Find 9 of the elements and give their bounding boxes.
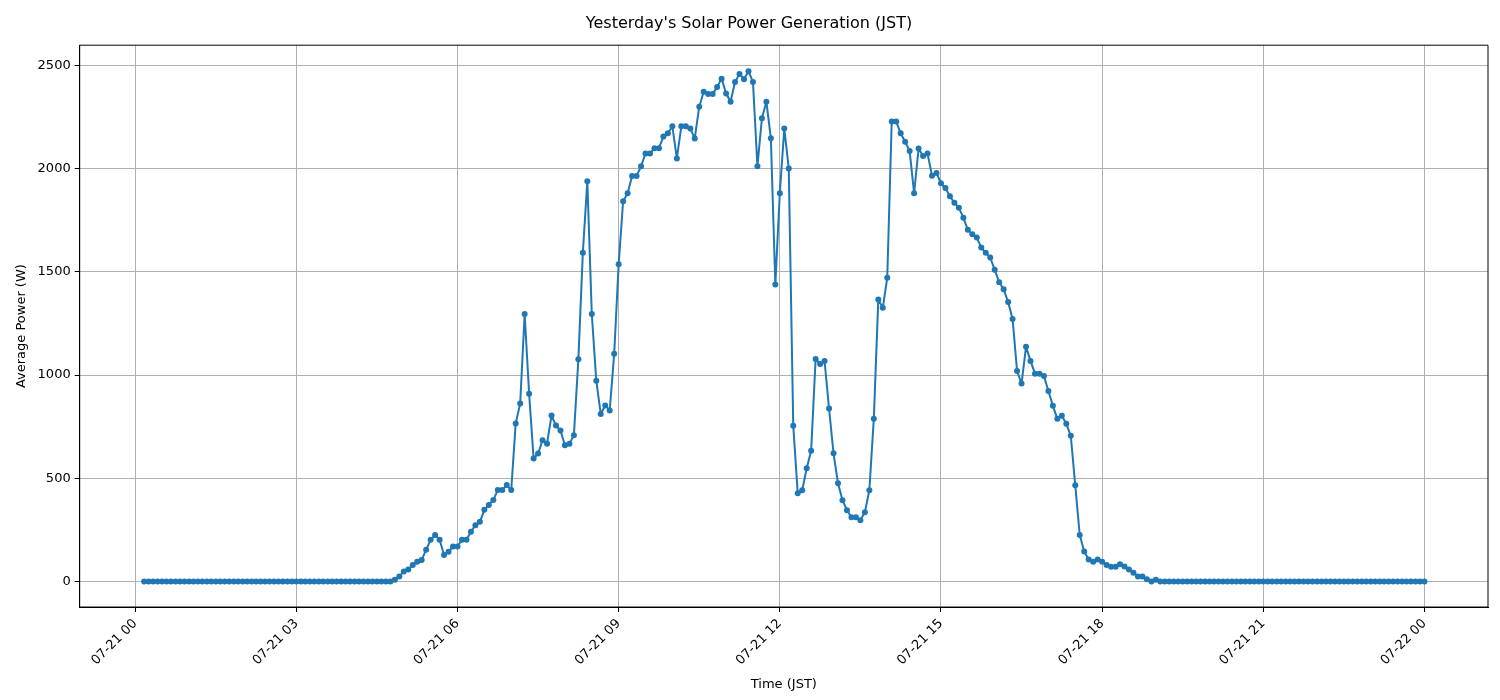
y-axis-title: Average Power (W) [13,264,29,389]
y-tick-label: 1000 [37,366,71,382]
y-tick-label: 2500 [37,57,71,72]
y-tick-label: 1500 [37,263,71,279]
y-tick-label: 2000 [37,160,71,176]
x-axis-title: Time (JST) [749,675,817,691]
y-tick-label: 500 [45,469,71,485]
chart-title: Yesterday's Solar Power Generation (JST) [584,12,913,32]
y-tick-label: 0 [62,572,71,588]
